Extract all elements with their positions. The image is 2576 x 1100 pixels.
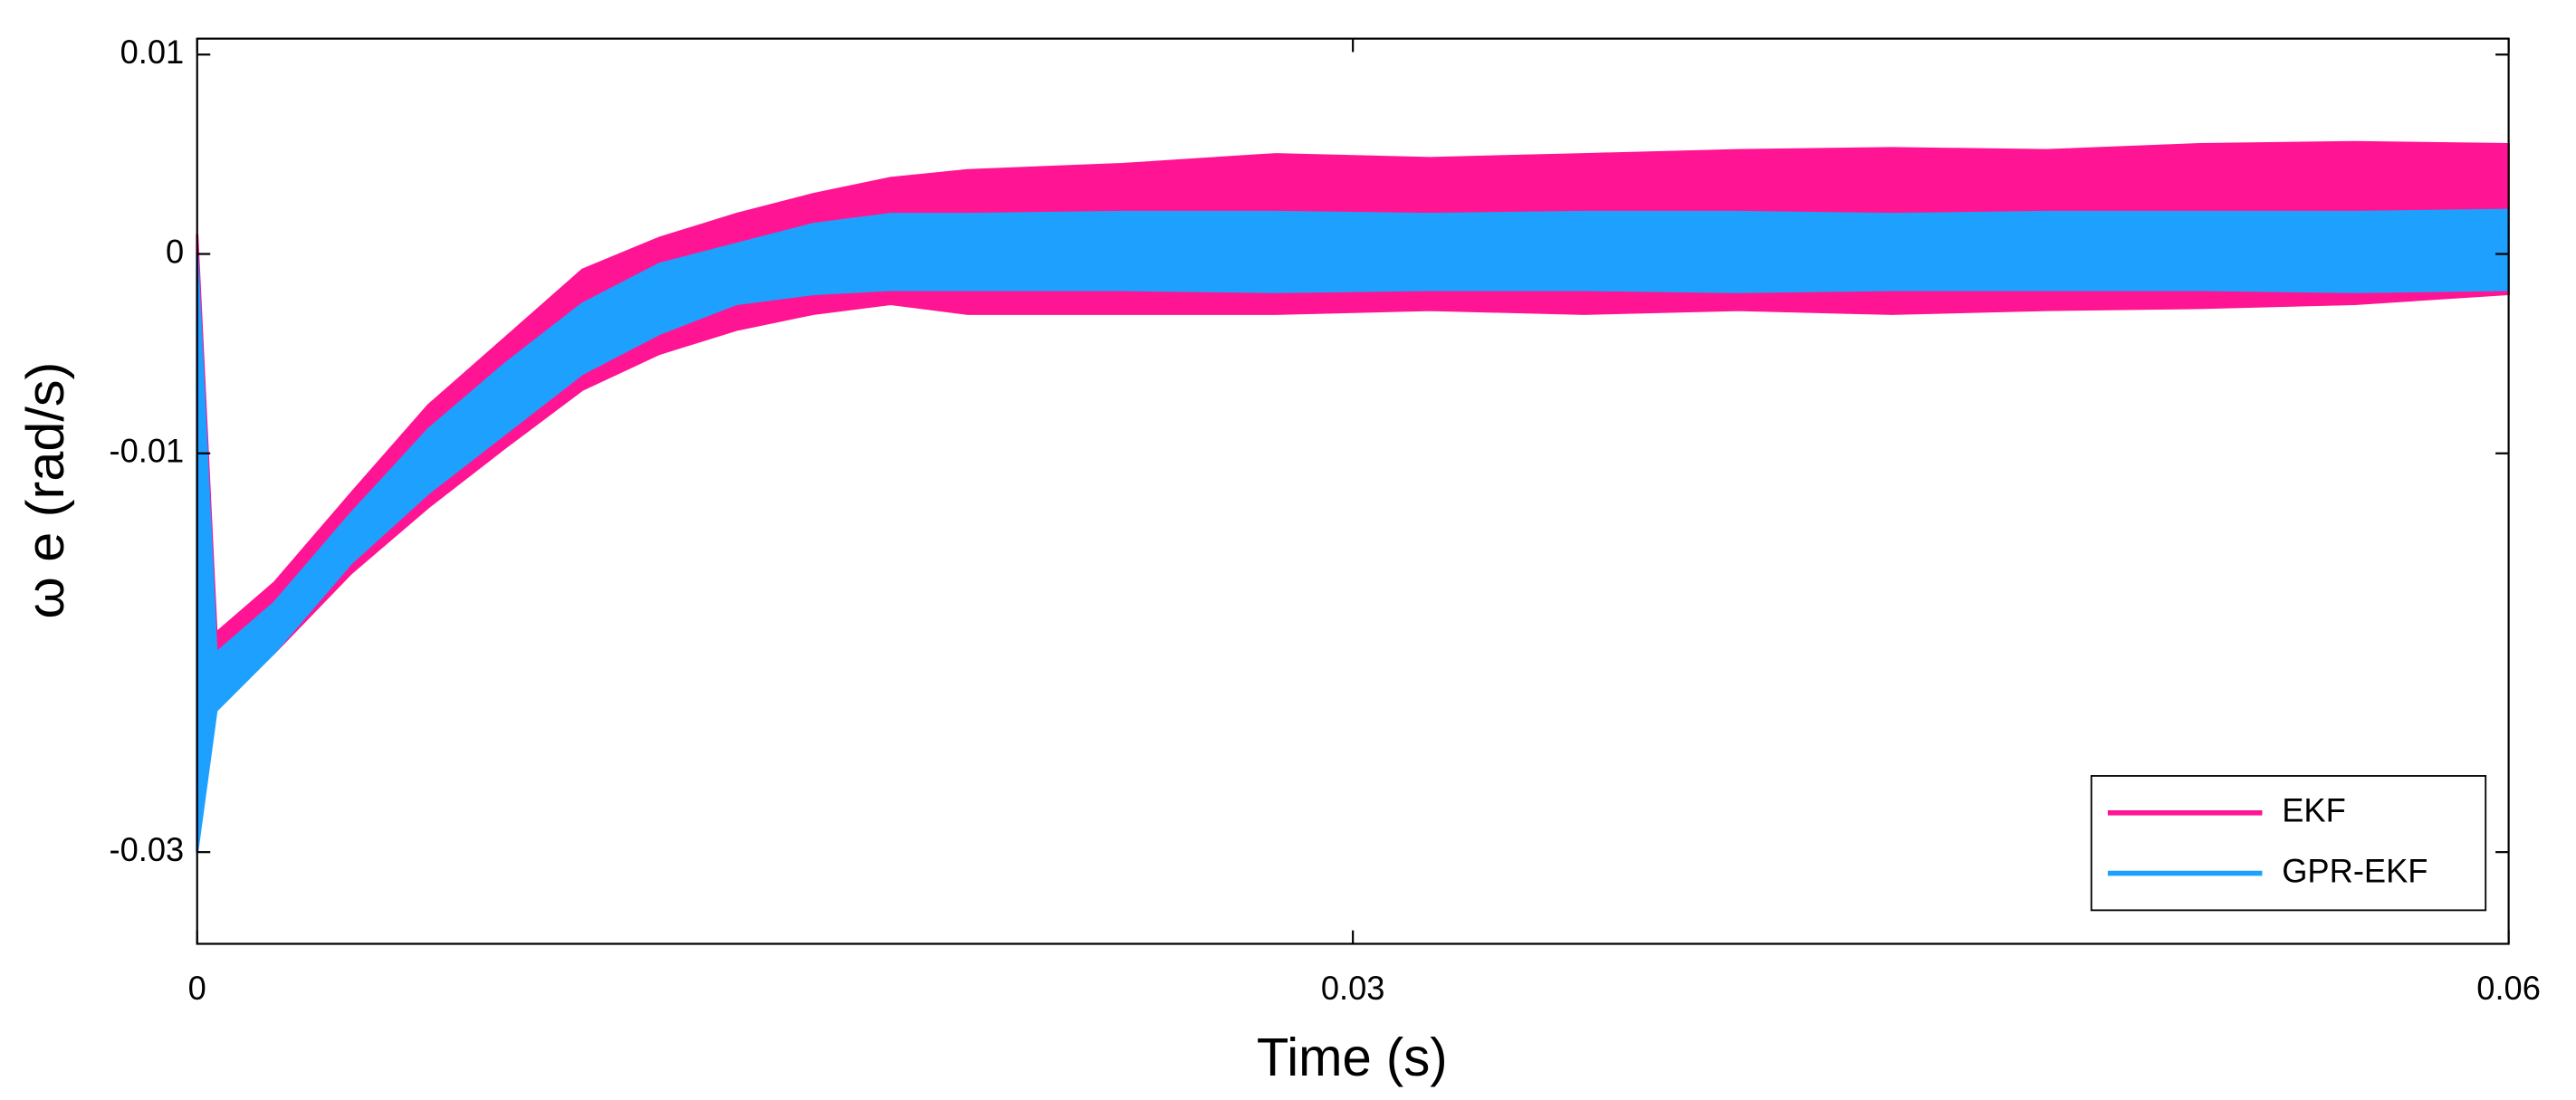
x-tick-label: 0.03 bbox=[1321, 970, 1385, 1007]
y-tick-label: -0.01 bbox=[110, 432, 185, 469]
y-axis-label: ω e (rad/s) bbox=[16, 362, 74, 619]
x-tick-label: 0 bbox=[188, 970, 206, 1007]
y-tick-label: -0.03 bbox=[110, 831, 185, 868]
x-tick-label: 0.06 bbox=[2476, 970, 2541, 1007]
x-axis-label: Time (s) bbox=[1257, 1028, 1448, 1087]
y-tick-label: 0.01 bbox=[120, 33, 185, 71]
legend-label: GPR-EKF bbox=[2282, 852, 2428, 889]
y-tick-label: 0 bbox=[166, 233, 184, 270]
legend-label: EKF bbox=[2282, 791, 2346, 828]
legend-box bbox=[2090, 775, 2487, 912]
